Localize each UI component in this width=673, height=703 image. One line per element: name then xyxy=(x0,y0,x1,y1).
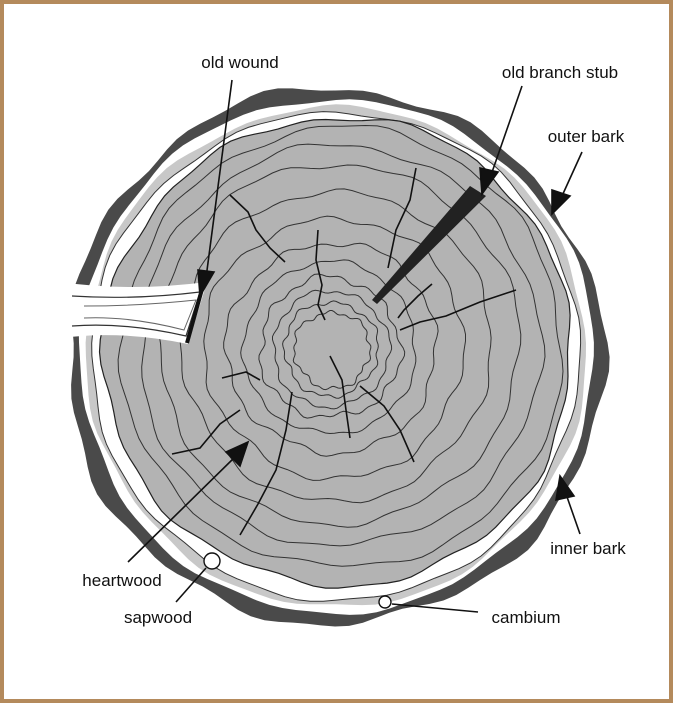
cambium-marker xyxy=(379,596,391,608)
label: heartwood xyxy=(82,571,161,590)
label: outer bark xyxy=(548,127,625,146)
page: old wound old branch stub outer bark inn… xyxy=(0,0,673,703)
sapwood-marker xyxy=(204,553,220,569)
label: sapwood xyxy=(124,608,192,627)
label: old branch stub xyxy=(502,63,618,82)
label: inner bark xyxy=(550,539,626,558)
wound-notch xyxy=(60,282,207,344)
label: old wound xyxy=(201,53,279,72)
tree-diagram: old wound old branch stub outer bark inn… xyxy=(0,0,673,703)
label: cambium xyxy=(492,608,561,627)
